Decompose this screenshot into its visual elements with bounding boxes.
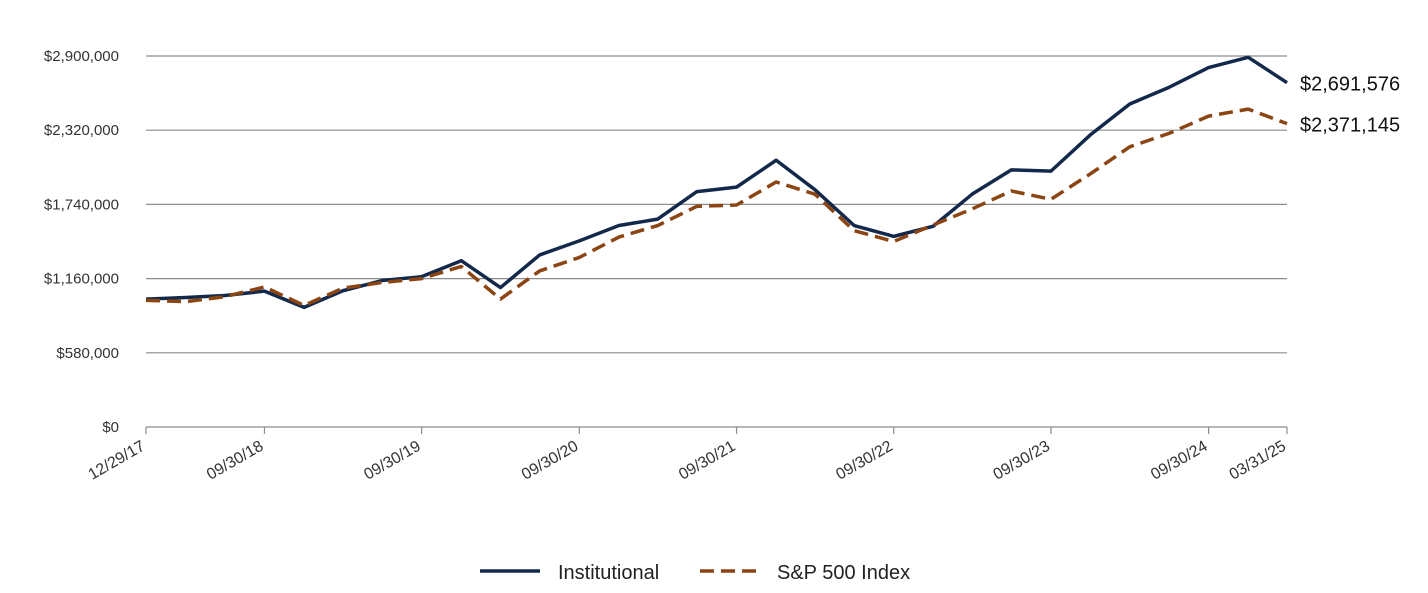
x-tick-label: 09/30/21 xyxy=(676,438,739,484)
series-line-sp500 xyxy=(145,107,1288,308)
y-axis: $0 $580,000 $1,160,000 $1,740,000 $2,320,000… xyxy=(44,48,119,436)
x-tick-label: 09/30/24 xyxy=(1148,438,1211,484)
y-tick-label: $580,000 xyxy=(56,345,119,362)
series-lines xyxy=(145,55,1288,310)
x-tick-label: 09/30/22 xyxy=(833,438,896,484)
y-tick-label: $2,320,000 xyxy=(44,122,119,139)
x-axis: 12/29/17 09/30/18 09/30/19 09/30/20 09/30/21… xyxy=(86,426,1290,484)
x-tick-label: 09/30/18 xyxy=(204,438,267,484)
y-tick-label: $0 xyxy=(102,419,119,436)
x-tick-label: 09/30/23 xyxy=(991,438,1054,484)
end-label-institutional: $2,691,576 xyxy=(1300,74,1400,96)
legend-label-sp500: S&P 500 Index xyxy=(777,562,910,584)
x-tick-label: 03/31/25 xyxy=(1227,438,1290,484)
x-tick-label: 09/30/19 xyxy=(361,438,424,484)
legend: Institutional S&P 500 Index xyxy=(480,562,910,584)
series-line-institutional xyxy=(145,55,1288,310)
legend-label-institutional: Institutional xyxy=(558,562,659,584)
y-tick-label: $1,160,000 xyxy=(44,271,119,288)
x-tick-label: 12/29/17 xyxy=(86,438,149,484)
y-tick-label: $2,900,000 xyxy=(44,48,119,65)
end-label-sp500: $2,371,145 xyxy=(1300,115,1400,137)
y-tick-label: $1,740,000 xyxy=(44,196,119,213)
x-tick-label: 09/30/20 xyxy=(519,438,582,484)
end-value-labels: $2,691,576 $2,371,145 xyxy=(1300,74,1400,137)
